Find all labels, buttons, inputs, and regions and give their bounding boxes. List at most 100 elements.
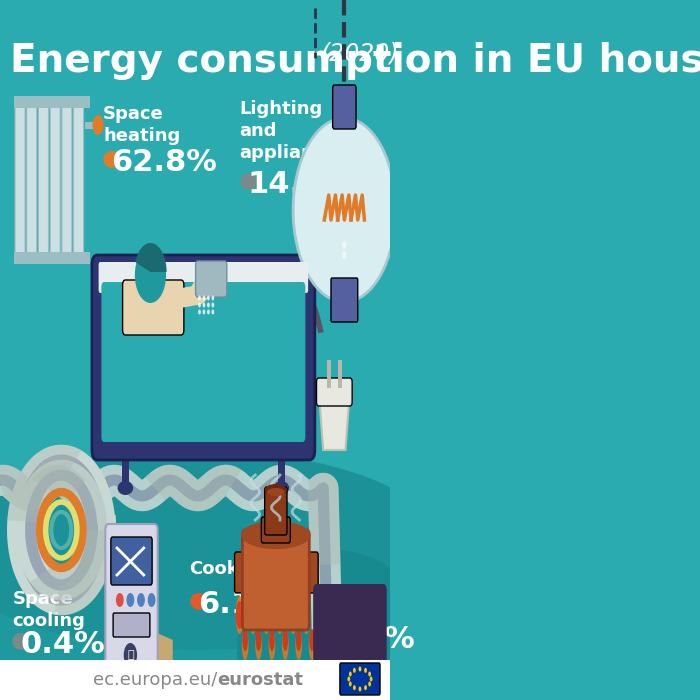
Text: Space
heating: Space heating (103, 105, 181, 145)
Circle shape (135, 247, 166, 303)
Circle shape (358, 687, 361, 692)
Ellipse shape (256, 629, 261, 651)
Circle shape (198, 295, 201, 300)
Ellipse shape (249, 596, 257, 634)
FancyBboxPatch shape (261, 517, 290, 543)
Ellipse shape (269, 629, 274, 651)
FancyBboxPatch shape (99, 262, 308, 293)
Ellipse shape (302, 596, 310, 634)
Circle shape (370, 676, 372, 682)
FancyBboxPatch shape (62, 99, 72, 261)
Circle shape (353, 668, 356, 673)
Circle shape (211, 309, 214, 314)
Circle shape (127, 593, 134, 607)
Ellipse shape (237, 550, 432, 700)
Circle shape (364, 685, 367, 690)
Text: eurostat: eurostat (217, 671, 303, 689)
Circle shape (124, 643, 137, 667)
Ellipse shape (295, 630, 302, 660)
Ellipse shape (262, 596, 270, 634)
Ellipse shape (249, 601, 257, 629)
Text: Lighting
and
appliances: Lighting and appliances (239, 100, 348, 162)
Ellipse shape (302, 601, 310, 629)
Ellipse shape (283, 629, 288, 651)
Circle shape (92, 115, 104, 135)
Text: ●: ● (11, 630, 31, 650)
Ellipse shape (289, 596, 297, 634)
Text: (2020): (2020) (321, 42, 399, 66)
FancyBboxPatch shape (92, 255, 315, 460)
FancyBboxPatch shape (27, 99, 37, 261)
FancyBboxPatch shape (331, 278, 358, 322)
Text: Energy consumption in EU households: Energy consumption in EU households (10, 42, 700, 80)
Bar (122, 450, 129, 485)
Ellipse shape (274, 481, 289, 495)
Circle shape (342, 241, 346, 249)
Circle shape (349, 682, 351, 687)
FancyBboxPatch shape (340, 663, 380, 695)
Circle shape (349, 671, 351, 676)
Circle shape (137, 593, 145, 607)
Ellipse shape (236, 601, 244, 629)
Bar (278, 450, 285, 485)
Ellipse shape (241, 630, 248, 660)
Circle shape (207, 302, 210, 307)
Circle shape (293, 118, 396, 302)
FancyBboxPatch shape (15, 99, 25, 261)
Circle shape (368, 671, 371, 676)
Circle shape (364, 668, 367, 673)
Circle shape (207, 295, 210, 300)
Text: 0.4%: 0.4% (20, 630, 106, 659)
Bar (326, 360, 331, 388)
Circle shape (148, 593, 155, 607)
Bar (0, 500, 390, 700)
Circle shape (198, 302, 201, 307)
Ellipse shape (267, 488, 285, 496)
FancyBboxPatch shape (332, 85, 356, 129)
FancyBboxPatch shape (102, 282, 305, 442)
Ellipse shape (262, 601, 270, 629)
FancyBboxPatch shape (74, 99, 83, 261)
Text: ●: ● (239, 170, 258, 190)
FancyBboxPatch shape (105, 524, 158, 676)
Circle shape (202, 302, 205, 307)
Circle shape (368, 682, 371, 687)
Circle shape (353, 685, 356, 690)
Text: ●: ● (138, 410, 158, 430)
Text: 1.0%: 1.0% (331, 625, 416, 654)
Bar (337, 360, 342, 388)
FancyBboxPatch shape (313, 584, 386, 668)
FancyBboxPatch shape (265, 487, 287, 535)
Ellipse shape (282, 630, 288, 660)
Text: ⏻: ⏻ (127, 650, 134, 660)
FancyBboxPatch shape (38, 99, 48, 261)
Ellipse shape (241, 521, 311, 549)
Text: Space
cooling: Space cooling (13, 590, 85, 630)
Ellipse shape (296, 629, 302, 651)
Circle shape (347, 676, 350, 682)
Ellipse shape (265, 484, 287, 496)
Text: Other: Other (321, 598, 379, 616)
Text: Water heating: Water heating (139, 380, 284, 398)
Text: ●: ● (321, 625, 340, 645)
Bar (14, 96, 90, 108)
FancyBboxPatch shape (306, 552, 318, 593)
Ellipse shape (289, 601, 297, 629)
Ellipse shape (236, 596, 244, 634)
Circle shape (207, 309, 210, 314)
FancyBboxPatch shape (195, 261, 227, 297)
FancyBboxPatch shape (122, 280, 184, 335)
Text: 14.5%: 14.5% (248, 170, 354, 199)
Text: 62.8%: 62.8% (111, 148, 217, 177)
Ellipse shape (118, 481, 133, 495)
Circle shape (202, 295, 205, 300)
Circle shape (202, 309, 205, 314)
Text: ●: ● (102, 148, 121, 168)
Ellipse shape (309, 629, 315, 651)
Ellipse shape (276, 601, 284, 629)
FancyBboxPatch shape (111, 537, 152, 585)
Ellipse shape (256, 630, 262, 660)
Circle shape (211, 295, 214, 300)
FancyBboxPatch shape (316, 378, 352, 406)
Circle shape (116, 593, 124, 607)
